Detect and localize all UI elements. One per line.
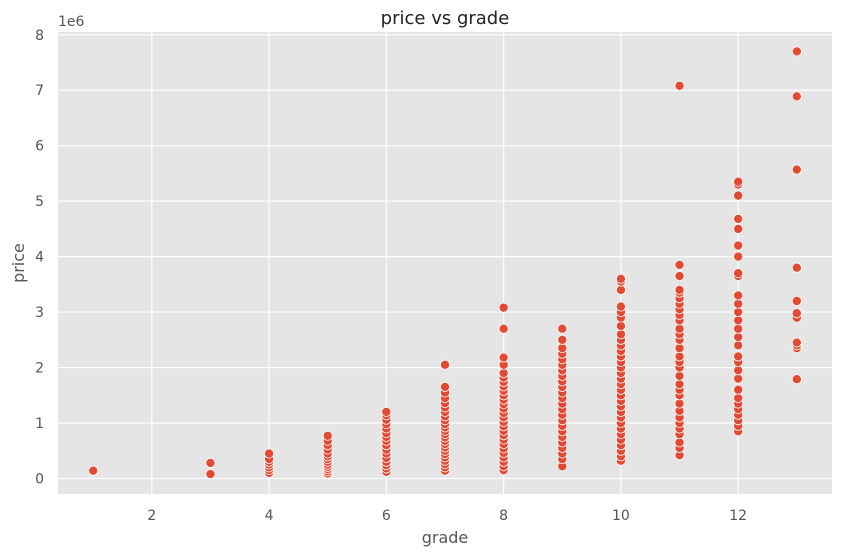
- data-point: [733, 373, 744, 384]
- data-point: [674, 370, 685, 381]
- x-tick-label: 10: [612, 508, 630, 524]
- data-point: [615, 320, 626, 331]
- data-point: [439, 359, 450, 370]
- data-point: [498, 302, 509, 313]
- y-tick-label: 3: [35, 305, 44, 321]
- data-point: [674, 351, 685, 362]
- data-point: [733, 290, 744, 301]
- y-tick-label: 1: [35, 416, 44, 432]
- data-point: [498, 323, 509, 334]
- data-point: [791, 374, 802, 385]
- data-point: [791, 262, 802, 273]
- data-point: [674, 271, 685, 282]
- data-point: [674, 343, 685, 354]
- data-point: [791, 308, 802, 319]
- data-point: [439, 381, 450, 392]
- y-tick-label: 5: [35, 194, 44, 210]
- x-tick-label: 4: [265, 508, 274, 524]
- data-point: [674, 80, 685, 91]
- data-point: [733, 365, 744, 376]
- y-tick-label: 8: [35, 28, 44, 44]
- chart-title: price vs grade: [381, 8, 510, 29]
- data-point: [674, 259, 685, 270]
- data-points: [88, 46, 802, 480]
- y-axis-ticks: 0 1 2 3 4 5 6 7 8: [35, 28, 44, 488]
- data-point: [791, 295, 802, 306]
- data-point: [615, 329, 626, 340]
- data-point: [733, 298, 744, 309]
- data-point: [205, 469, 216, 480]
- data-point: [498, 352, 509, 363]
- data-point: [264, 448, 275, 459]
- data-point: [791, 91, 802, 102]
- data-point: [733, 213, 744, 224]
- data-point: [674, 284, 685, 295]
- data-point: [615, 284, 626, 295]
- data-point: [733, 240, 744, 251]
- y-axis-label: price: [9, 243, 28, 283]
- data-point: [791, 164, 802, 175]
- data-point: [733, 323, 744, 334]
- data-point: [557, 334, 568, 345]
- data-point: [733, 190, 744, 201]
- data-point: [674, 437, 685, 448]
- x-tick-label: 8: [499, 508, 508, 524]
- y-tick-label: 0: [35, 471, 44, 487]
- x-tick-label: 2: [147, 508, 156, 524]
- data-point: [498, 368, 509, 379]
- data-point: [733, 315, 744, 326]
- data-point: [733, 251, 744, 262]
- y-tick-label: 2: [35, 361, 44, 377]
- data-point: [674, 398, 685, 409]
- data-point: [615, 273, 626, 284]
- data-point: [733, 332, 744, 343]
- x-tick-label: 12: [729, 508, 747, 524]
- data-point: [791, 337, 802, 348]
- data-point: [733, 393, 744, 404]
- y-tick-label: 6: [35, 139, 44, 155]
- x-axis-label: grade: [422, 528, 469, 547]
- data-point: [733, 176, 744, 187]
- y-tick-label: 7: [35, 83, 44, 99]
- data-point: [381, 406, 392, 417]
- data-point: [733, 351, 744, 362]
- data-point: [733, 384, 744, 395]
- y-tick-label: 4: [35, 250, 44, 266]
- grid: [58, 32, 832, 494]
- data-point: [557, 343, 568, 354]
- data-point: [615, 301, 626, 312]
- data-point: [733, 268, 744, 279]
- data-point: [557, 323, 568, 334]
- data-point: [733, 307, 744, 318]
- data-point: [205, 457, 216, 468]
- x-tick-label: 6: [382, 508, 391, 524]
- data-point: [674, 379, 685, 390]
- data-point: [733, 223, 744, 234]
- data-point: [88, 465, 99, 476]
- data-point: [674, 323, 685, 334]
- data-point: [791, 46, 802, 57]
- data-point: [322, 430, 333, 441]
- y-axis-offset-label: 1e6: [58, 14, 85, 30]
- data-point: [733, 340, 744, 351]
- x-axis-ticks: 2 4 6 8 10 12: [147, 508, 747, 524]
